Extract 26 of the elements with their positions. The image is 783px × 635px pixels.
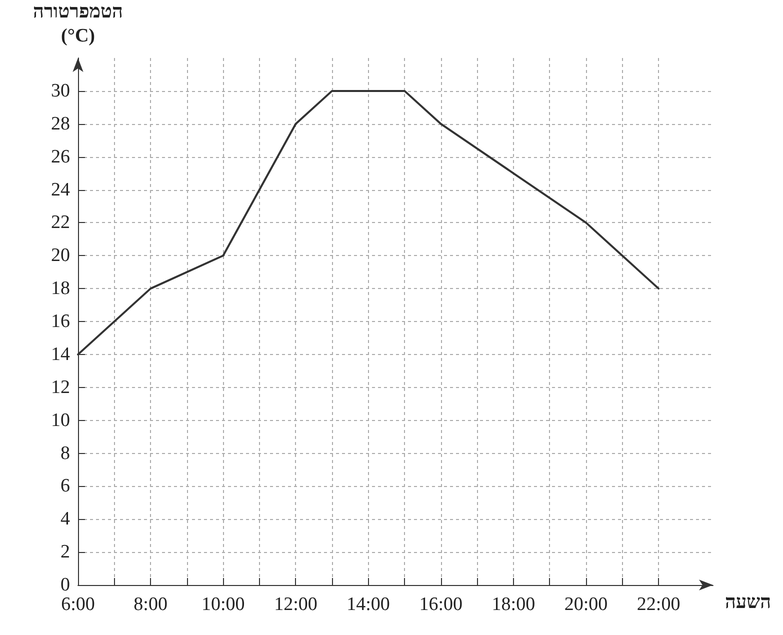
y-tick-label: 14 [51,344,70,365]
y-tick-label: 12 [51,376,70,398]
x-tick-label: 6:00 [61,594,95,615]
y-tick-label: 4 [60,508,70,530]
x-tick-label: 20:00 [564,594,608,615]
y-tick-label: 6 [60,476,70,497]
y-tick-label: 8 [60,442,70,464]
x-tick-label: 14:00 [346,594,390,615]
y-tick-label: 10 [51,410,70,431]
x-tick-label: 18:00 [492,594,536,615]
x-tick-label: 12:00 [274,594,318,615]
x-tick-label: 16:00 [419,594,462,615]
y-tick-label: 30 [51,80,70,102]
x-tick-label: 10:00 [202,594,245,615]
y-tick-label: 20 [51,245,70,266]
y-tick-label: 22 [51,212,70,234]
y-tick-label: 18 [51,278,70,300]
y-tick-label: 16 [51,311,70,332]
y-tick-label: 28 [51,113,70,134]
x-tick-label: 22:00 [636,594,680,615]
y-tick-label: 26 [51,146,70,168]
y-tick-label: 24 [51,179,70,200]
y-tick-label: 2 [60,542,70,563]
x-tick-label: 8:00 [134,594,168,615]
x-axis-title: השעה [725,592,772,613]
y-tick-label: 0 [60,574,70,596]
